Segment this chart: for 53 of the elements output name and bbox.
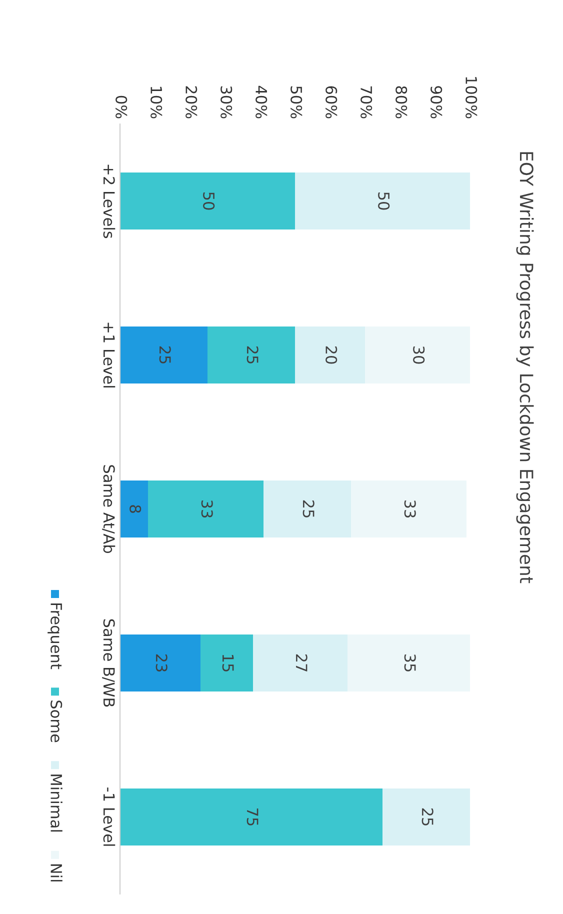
bar xyxy=(348,634,470,692)
x-tick-label: 30% xyxy=(220,86,232,118)
bar xyxy=(295,326,365,384)
bar xyxy=(253,634,348,692)
data-label: 20 xyxy=(326,346,338,364)
y-tick-label: +1 Level xyxy=(103,322,116,388)
y-tick-label: Same At/Ab xyxy=(102,465,116,553)
data-label: 25 xyxy=(246,346,258,364)
data-label: 33 xyxy=(404,500,416,518)
data-label: 23 xyxy=(156,654,168,672)
x-tick-label: 80% xyxy=(396,86,408,118)
x-tick-label: 90% xyxy=(430,86,442,118)
bar xyxy=(351,480,466,538)
data-label: 8 xyxy=(130,505,142,513)
x-tick-label: 20% xyxy=(186,86,198,118)
y-tick-label: Same B/WB xyxy=(102,619,115,707)
x-tick-label: 10% xyxy=(150,86,162,118)
bar xyxy=(120,326,208,384)
bar xyxy=(295,172,470,230)
x-tick-label: 70% xyxy=(360,86,372,118)
legend-label: Minimal xyxy=(50,774,62,832)
data-label: 27 xyxy=(296,654,308,672)
bar xyxy=(365,326,470,384)
data-label: 33 xyxy=(201,500,213,518)
data-label: 15 xyxy=(222,654,234,672)
bar xyxy=(200,634,253,692)
data-label: 25 xyxy=(159,346,171,364)
x-tick-label: 50% xyxy=(290,86,302,118)
bar xyxy=(208,326,295,384)
data-label: 30 xyxy=(413,346,425,364)
x-tick-label: 100% xyxy=(466,77,478,118)
bar xyxy=(382,788,470,846)
bar xyxy=(120,788,382,846)
x-tick-label: 0% xyxy=(116,96,128,118)
bar xyxy=(120,634,200,692)
y-tick-label: -1 Level xyxy=(103,788,116,846)
bar xyxy=(148,480,264,538)
data-label: 50 xyxy=(203,192,215,210)
data-label: 35 xyxy=(404,654,416,672)
text: EOY Writing Progress by Lockdown Engagement xyxy=(516,152,534,584)
x-tick-label: 40% xyxy=(256,86,268,118)
data-label: 25 xyxy=(422,808,434,826)
bar xyxy=(120,172,295,230)
legend-label: Nil xyxy=(50,864,62,882)
data-label: 50 xyxy=(378,192,390,210)
bar xyxy=(264,480,351,538)
y-tick-label: +2 Levels xyxy=(103,164,116,238)
data-label: 25 xyxy=(302,500,314,518)
x-tick-label: 60% xyxy=(326,86,338,118)
data-label: 75 xyxy=(246,808,258,826)
legend-label: Some xyxy=(50,700,62,742)
bar xyxy=(120,480,148,538)
legend-label: Frequent xyxy=(48,604,62,670)
